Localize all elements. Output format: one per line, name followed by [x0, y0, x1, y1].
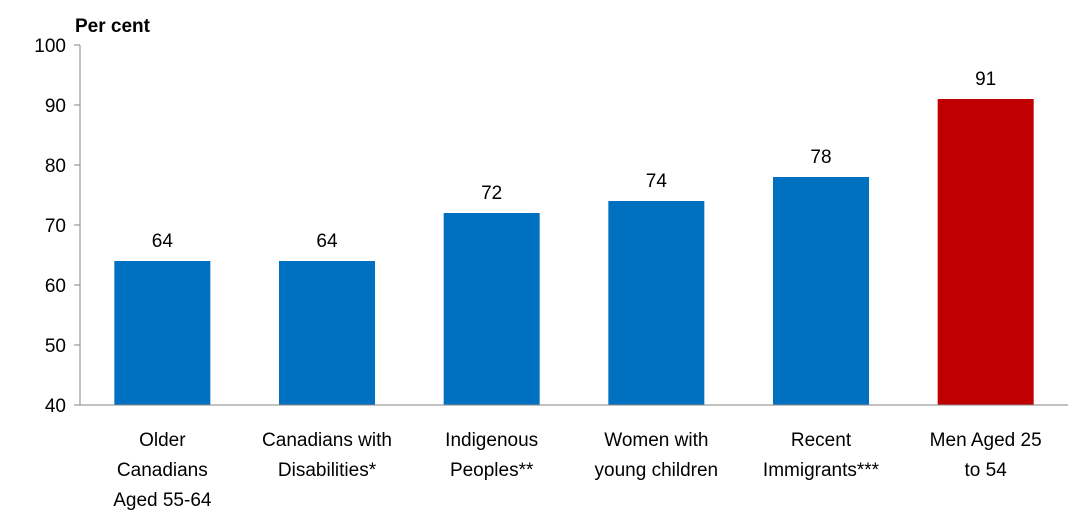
x-tick-label: Older Canadians Aged 55-64 — [113, 430, 212, 511]
bar — [443, 213, 540, 405]
y-tick-label: 80 — [45, 156, 66, 177]
data-label: 74 — [646, 171, 668, 192]
x-tick-label-line: Canadians with — [262, 430, 392, 451]
bar — [937, 99, 1034, 405]
x-tick-label-line: Indigenous — [445, 430, 538, 451]
bar — [608, 201, 705, 405]
y-axis-ticks: 40 50 60 70 80 90 100 — [34, 36, 80, 417]
x-tick-label-line: Aged 55-64 — [113, 490, 212, 511]
y-tick-label: 40 — [45, 396, 66, 417]
y-tick-label: 60 — [45, 276, 66, 297]
x-tick-label-line: Canadians — [117, 460, 208, 481]
x-tick-label: Men Aged 25 to 54 — [930, 430, 1042, 481]
data-label: 64 — [152, 231, 174, 252]
x-tick-label-line: Women with — [604, 430, 708, 451]
bar — [279, 261, 375, 405]
x-tick-label-line: Peoples** — [450, 460, 534, 481]
x-tick-label-line: Older — [139, 430, 186, 451]
y-tick-label: 100 — [34, 36, 66, 57]
data-label: 72 — [481, 183, 502, 204]
x-tick-label-line: to 54 — [965, 460, 1008, 481]
bar — [114, 261, 211, 405]
x-tick-label-line: young children — [595, 460, 719, 481]
data-label: 91 — [975, 69, 996, 90]
x-tick-label-line: Disabilities* — [278, 460, 377, 481]
y-tick-label: 70 — [45, 216, 66, 237]
bars — [114, 99, 1034, 405]
x-tick-label: Recent Immigrants*** — [763, 430, 880, 481]
x-tick-label-line: Recent — [791, 430, 852, 451]
data-labels: 64 64 72 74 78 91 — [152, 69, 996, 252]
x-tick-label: Canadians with Disabilities* — [262, 430, 392, 481]
y-axis-title: Per cent — [75, 16, 151, 37]
x-tick-label: Women with young children — [595, 430, 719, 481]
x-tick-label-line: Men Aged 25 — [930, 430, 1042, 451]
data-label: 64 — [316, 231, 338, 252]
data-label: 78 — [810, 147, 831, 168]
bar — [773, 177, 869, 405]
y-tick-label: 50 — [45, 336, 66, 357]
x-axis-ticks: Older Canadians Aged 55-64 Canadians with Di… — [113, 430, 1041, 511]
x-tick-label: Indigenous Peoples** — [445, 430, 538, 481]
y-tick-label: 90 — [45, 96, 66, 117]
x-tick-label-line: Immigrants*** — [763, 460, 880, 481]
